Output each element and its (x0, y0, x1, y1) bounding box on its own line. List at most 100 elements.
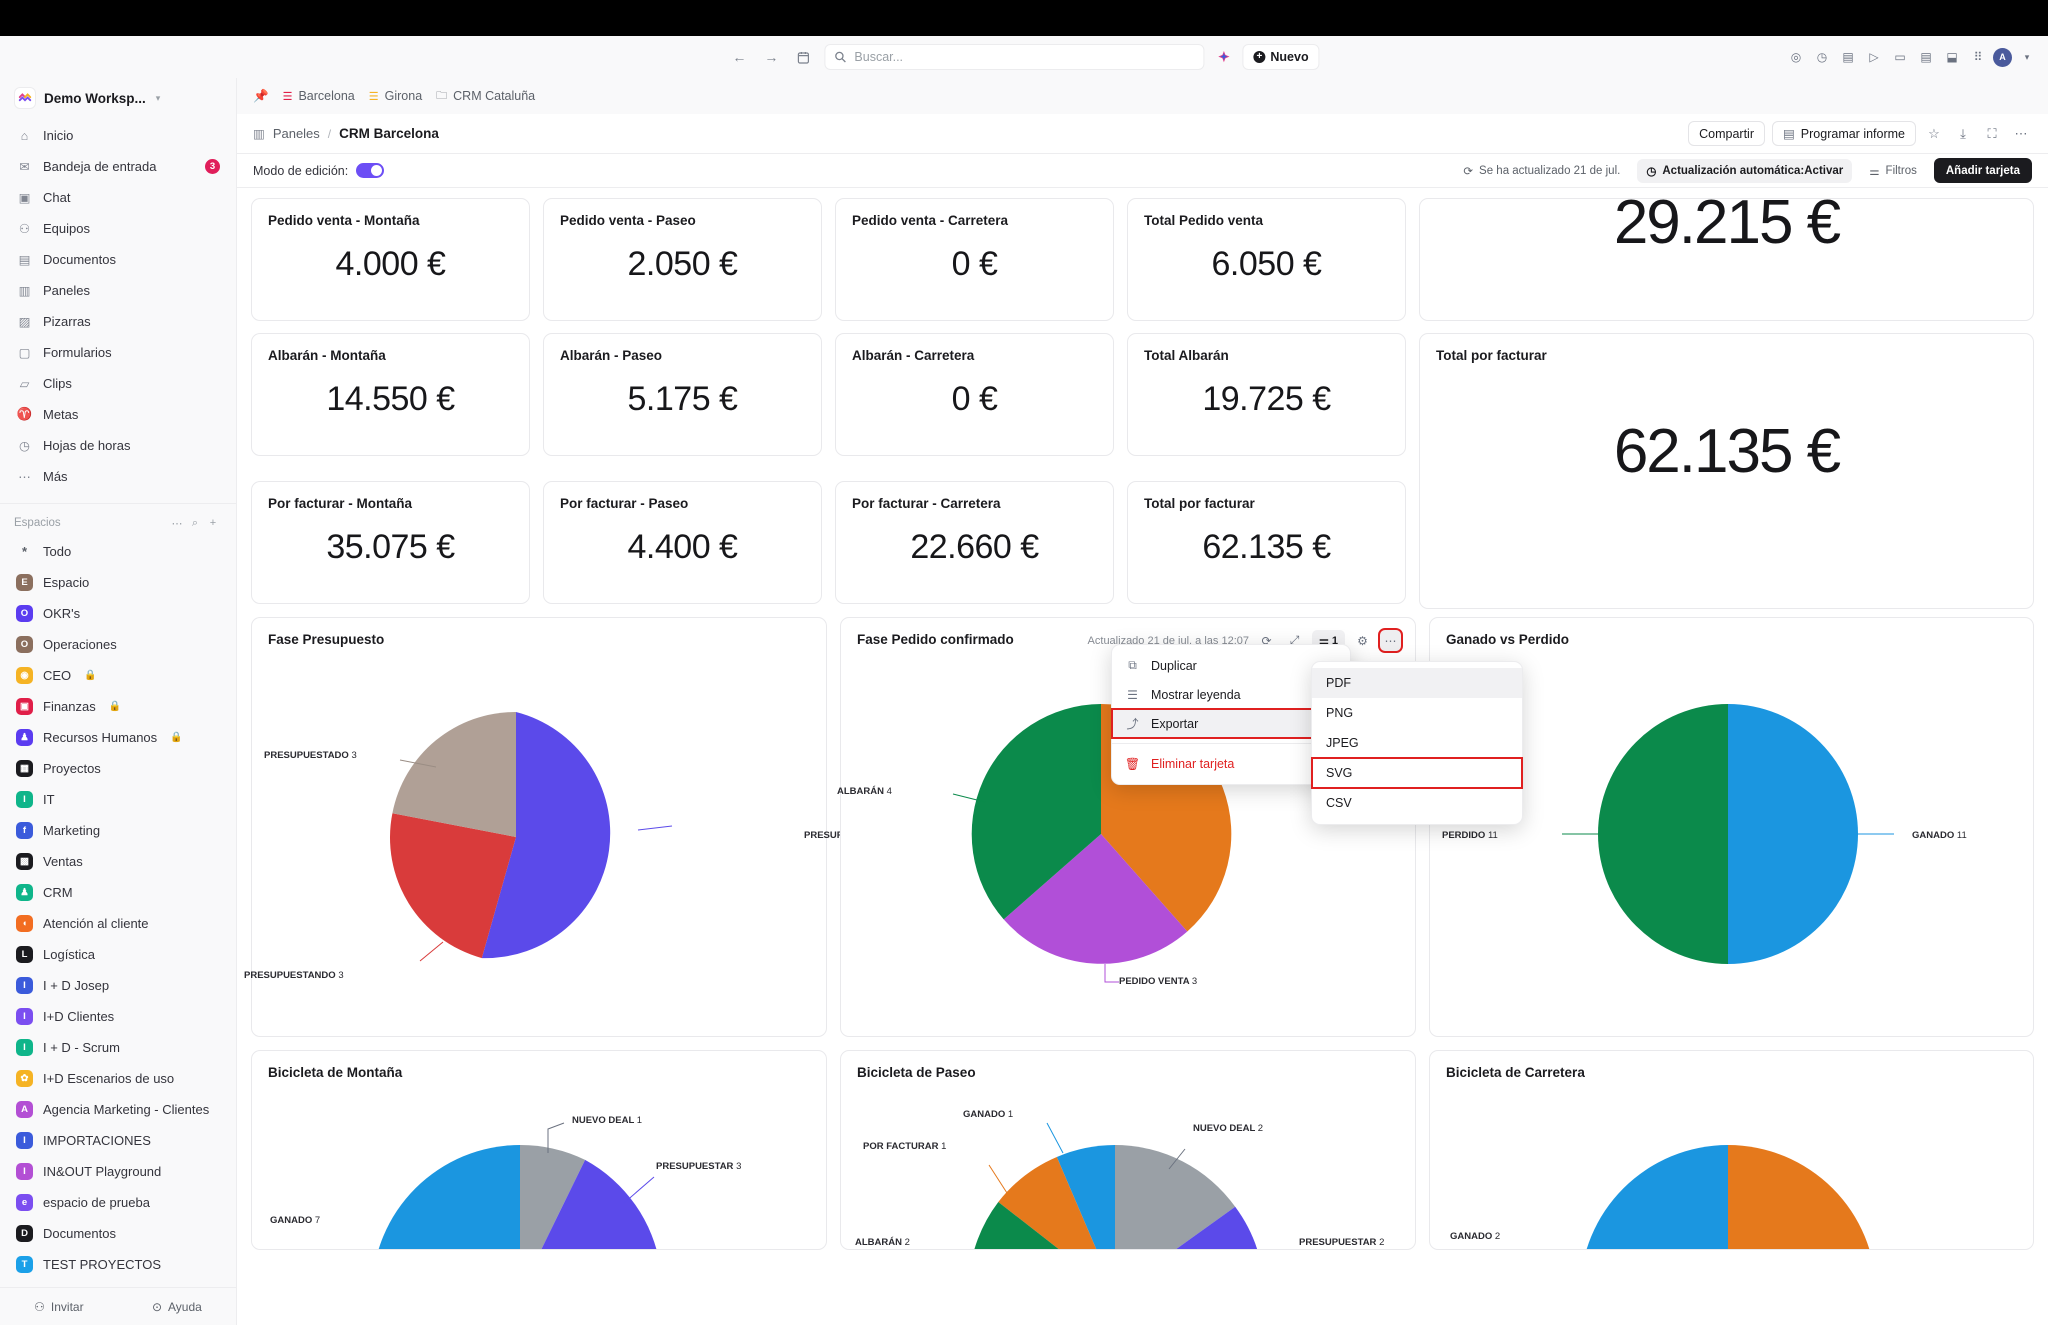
space-item-recursos-humanos[interactable]: ♟ Recursos Humanos 🔒 (8, 722, 228, 753)
sidebar-item-equipos[interactable]: ⚇ Equipos (8, 213, 228, 244)
filters-button[interactable]: ⚌ Filtros (1860, 159, 1926, 183)
pin-icon[interactable]: 📌 (253, 88, 269, 103)
sidebar-item-hojas-de-horas[interactable]: ◷ Hojas de horas (8, 430, 228, 461)
sidebar-item-documentos[interactable]: ▤ Documentos (8, 244, 228, 275)
kpi-card[interactable]: Por facturar - Carretera 22.660 € (835, 481, 1114, 604)
space-item-documentos[interactable]: D Documentos (8, 1218, 228, 1249)
comment-icon[interactable]: ▭ (1894, 50, 1906, 64)
kpi-card[interactable]: Albarán - Paseo 5.175 € (543, 333, 822, 456)
doc-icon[interactable]: ▤ (1920, 50, 1932, 64)
video-icon[interactable]: ▷ (1869, 50, 1879, 64)
sidebar-item-inicio[interactable]: ⌂ Inicio (8, 120, 228, 151)
search-icon[interactable]: ⌕ (191, 516, 199, 529)
ellipsis-icon[interactable]: ⋯ (171, 517, 183, 530)
breadcrumb-parent[interactable]: Paneles (272, 126, 320, 141)
add-card-button[interactable]: Añadir tarjeta (1933, 158, 2032, 183)
kpi-card[interactable]: Total por facturar 62.135 € (1127, 481, 1406, 604)
kpi-card[interactable]: Total Pedido venta 6.050 € (1127, 198, 1406, 321)
chart-card-fase-presupuesto[interactable]: Fase Presupuesto PRESUPUESTAR 5 (244, 617, 889, 1037)
sidebar-item-clips[interactable]: ▱ Clips (8, 368, 228, 399)
sidebar-item-paneles[interactable]: ▥ Paneles (8, 275, 228, 306)
space-item-atenci-n-al-cliente[interactable]: ◖ Atención al cliente (8, 908, 228, 939)
invite-button[interactable]: ⚇ Invitar (34, 1300, 83, 1314)
sidebar-item-formularios[interactable]: ▢ Formularios (8, 337, 228, 368)
autoupdate-chip[interactable]: ◷ Actualización automática:Activar (1637, 158, 1853, 183)
space-item-i-d-josep[interactable]: I I + D Josep (8, 970, 228, 1001)
space-item-i-d-scrum[interactable]: I I + D - Scrum (8, 1032, 228, 1063)
refresh-icon[interactable]: ⟳ (1261, 633, 1272, 648)
kpi-card[interactable]: Pedido venta - Montaña 4.000 € (251, 198, 530, 321)
new-button[interactable]: + Nuevo (1242, 44, 1320, 70)
space-item-todo[interactable]: * Todo (8, 536, 228, 567)
menu-item-eliminar-tarjeta[interactable]: 🗑 Eliminar tarjeta (1112, 749, 1350, 778)
submenu-item-csv[interactable]: CSV (1326, 796, 1352, 810)
chart-card-fase-pedido-confirmado[interactable]: Fase Pedido confirmado Actualizado 21 de… (837, 617, 1523, 1037)
menu-item-exportar[interactable]: ⤴ Exportar › (1111, 708, 1351, 739)
apps-icon[interactable]: ⠿ (1973, 50, 1983, 64)
chart-more-button[interactable]: ⋯ (1378, 628, 1403, 653)
chart-card-bicicleta-de-carretera[interactable]: Bicicleta de Carretera GANADO 2 (1429, 1050, 2034, 1250)
sidebar-item-bandeja-de-entrada[interactable]: ✉ Bandeja de entrada 3 (8, 151, 228, 182)
chart-card-bicicleta-de-paseo[interactable]: Bicicleta de Paseo (840, 1050, 1416, 1250)
big-kpi-card-total-por-facturar[interactable]: Total por facturar 62.135 € (1419, 333, 2034, 609)
space-item-it[interactable]: I IT (8, 784, 228, 815)
clock-icon[interactable]: ◷ (1816, 50, 1828, 64)
chart-card-bicicleta-de-montana[interactable]: Bicicleta de Montaña GANADO 7 (251, 1050, 827, 1250)
space-item-okr-s[interactable]: O OKR's (8, 598, 228, 629)
gear-icon[interactable]: ⚙ (1357, 633, 1368, 648)
space-item-log-stica[interactable]: L Logística (8, 939, 228, 970)
kpi-card[interactable]: Por facturar - Montaña 35.075 € (251, 481, 530, 604)
sidebar-item-chat[interactable]: ▣ Chat (8, 182, 228, 213)
submenu-item-pdf[interactable]: PDF (1312, 668, 1522, 698)
kpi-card[interactable]: Pedido venta - Paseo 2.050 € (543, 198, 822, 321)
kpi-card[interactable]: Total Albarán 19.725 € (1127, 333, 1406, 456)
breadcrumb-tab-girona[interactable]: ☰ Girona (369, 89, 422, 103)
help-button[interactable]: ⊙ Ayuda (152, 1300, 202, 1314)
kpi-card[interactable]: Por facturar - Paseo 4.400 € (543, 481, 822, 604)
space-item-operaciones[interactable]: O Operaciones (8, 629, 228, 660)
space-item-in-out-playground[interactable]: I IN&OUT Playground (8, 1156, 228, 1187)
menu-item-mostrar-leyenda[interactable]: ☰ Mostrar leyenda (1112, 680, 1350, 709)
submenu-item-svg[interactable]: SVG (1311, 757, 1523, 789)
chart-card-ganado-vs-perdido[interactable]: Ganado vs Perdido PERDIDO 11 GANADO 11 (1429, 617, 2034, 1037)
grid-icon[interactable]: ▤ (1842, 50, 1854, 64)
submenu-item-jpeg[interactable]: JPEG (1326, 736, 1359, 750)
edit-mode-toggle[interactable] (356, 163, 385, 178)
fullscreen-icon[interactable]: ⛶ (1987, 125, 1997, 141)
search-input[interactable]: Buscar... (824, 44, 1205, 70)
chevron-down-icon[interactable]: ▾ (155, 92, 161, 103)
sidebar-item-pizarras[interactable]: ▨ Pizarras (8, 306, 228, 337)
space-item-proyectos[interactable]: ▦ Proyectos (8, 753, 228, 784)
space-item-finanzas[interactable]: ▣ Finanzas 🔒 (8, 691, 228, 722)
screenshot-icon[interactable]: ⬓ (1946, 50, 1958, 64)
check-circle-icon[interactable]: ◎ (1790, 50, 1802, 64)
menu-item-duplicar[interactable]: ⧉ Duplicar (1112, 651, 1350, 680)
ai-sparkle-icon[interactable] (1214, 48, 1232, 66)
space-item-crm[interactable]: ♟ CRM (8, 877, 228, 908)
plus-icon[interactable]: + (209, 517, 217, 529)
space-item-i-d-clientes[interactable]: I I+D Clientes (8, 1001, 228, 1032)
space-item-marketing[interactable]: f Marketing (8, 815, 228, 846)
share-button[interactable]: Compartir (1688, 121, 1765, 146)
space-item-espacio-de-prueba[interactable]: e espacio de prueba (8, 1187, 228, 1218)
space-item-agencia-marketing-clientes[interactable]: A Agencia Marketing - Clientes (8, 1094, 228, 1125)
arrow-right-icon[interactable]: → (764, 49, 779, 65)
space-item-espacio[interactable]: E Espacio (8, 567, 228, 598)
submenu-item-png[interactable]: PNG (1326, 706, 1354, 720)
kpi-card[interactable]: Pedido venta - Carretera 0 € (835, 198, 1114, 321)
breadcrumb-tab-barcelona[interactable]: ☰ Barcelona (283, 89, 355, 103)
download-icon[interactable]: ⤓ (1960, 125, 1966, 141)
sidebar-item-metas[interactable]: ♈ Metas (8, 399, 228, 430)
kpi-card[interactable]: Albarán - Carretera 0 € (835, 333, 1114, 456)
breadcrumb-tab-crm-cataluna[interactable]: 🗀 CRM Cataluña (436, 87, 535, 106)
schedule-report-button[interactable]: ▤ Programar informe (1771, 121, 1916, 146)
calendar-icon[interactable] (792, 46, 814, 68)
ellipsis-icon[interactable]: ⋯ (2014, 125, 2028, 141)
expand-icon[interactable]: ⤢ (1289, 633, 1300, 647)
space-item-i-d-escenarios-de-uso[interactable]: ✿ I+D Escenarios de uso (8, 1063, 228, 1094)
space-item-ventas[interactable]: ▩ Ventas (8, 846, 228, 877)
kpi-card[interactable]: Albarán - Montaña 14.550 € (251, 333, 530, 456)
big-kpi-card[interactable]: 29.215 € (1419, 188, 2034, 321)
star-icon[interactable]: ☆ (1928, 125, 1940, 141)
chevron-down-icon[interactable]: ▾ (2024, 51, 2030, 62)
